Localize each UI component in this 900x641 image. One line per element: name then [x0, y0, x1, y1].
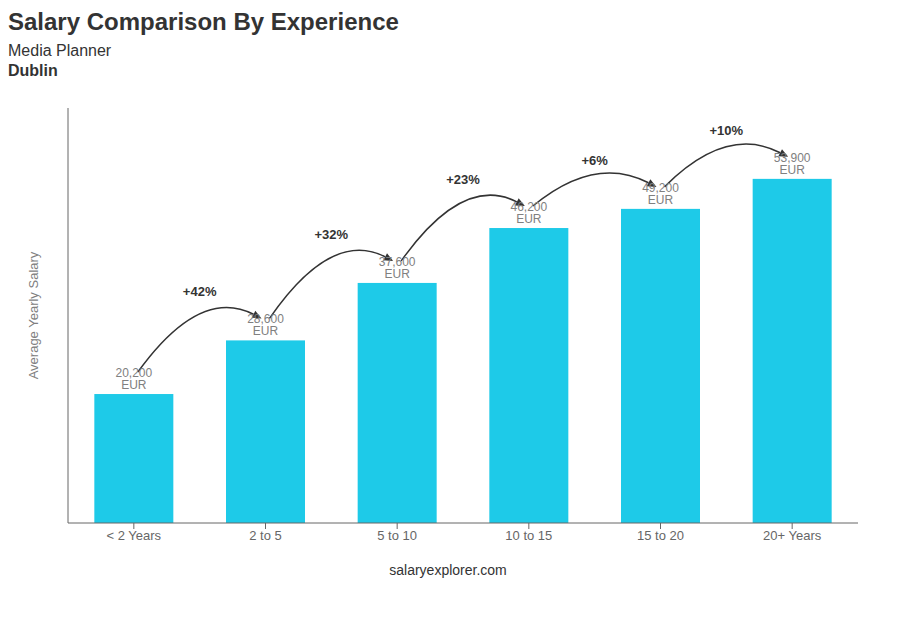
svg-text:+42%: +42% — [183, 284, 217, 299]
svg-text:20,200EUR: 20,200EUR — [115, 366, 152, 392]
svg-text:28,600EUR: 28,600EUR — [247, 312, 284, 338]
svg-text:+6%: +6% — [581, 153, 608, 168]
svg-text:5 to 10: 5 to 10 — [377, 528, 417, 543]
html-text:Dublin: Dublin — [8, 62, 58, 79]
svg-text:Average Yearly Salary: Average Yearly Salary — [26, 251, 41, 379]
svg-text:49,200EUR: 49,200EUR — [642, 181, 679, 207]
html-text:Salary Comparison By Experienc: Salary Comparison By Experience — [8, 8, 399, 35]
svg-text:+10%: +10% — [710, 123, 744, 138]
html-text:salaryexplorer.com: salaryexplorer.com — [389, 562, 507, 578]
svg-text:37,600EUR: 37,600EUR — [379, 255, 416, 281]
svg-text:20+ Years: 20+ Years — [763, 528, 822, 543]
svg-text:10 to 15: 10 to 15 — [505, 528, 552, 543]
svg-text:+32%: +32% — [315, 227, 349, 242]
svg-text:46,200EUR: 46,200EUR — [510, 200, 547, 226]
svg-text:< 2 Years: < 2 Years — [107, 528, 162, 543]
svg-text:53,900EUR: 53,900EUR — [774, 151, 811, 177]
svg-text:15 to 20: 15 to 20 — [637, 528, 684, 543]
svg-text:2 to 5: 2 to 5 — [249, 528, 282, 543]
svg-text:+23%: +23% — [446, 172, 480, 187]
html-text:Media Planner: Media Planner — [8, 42, 112, 59]
